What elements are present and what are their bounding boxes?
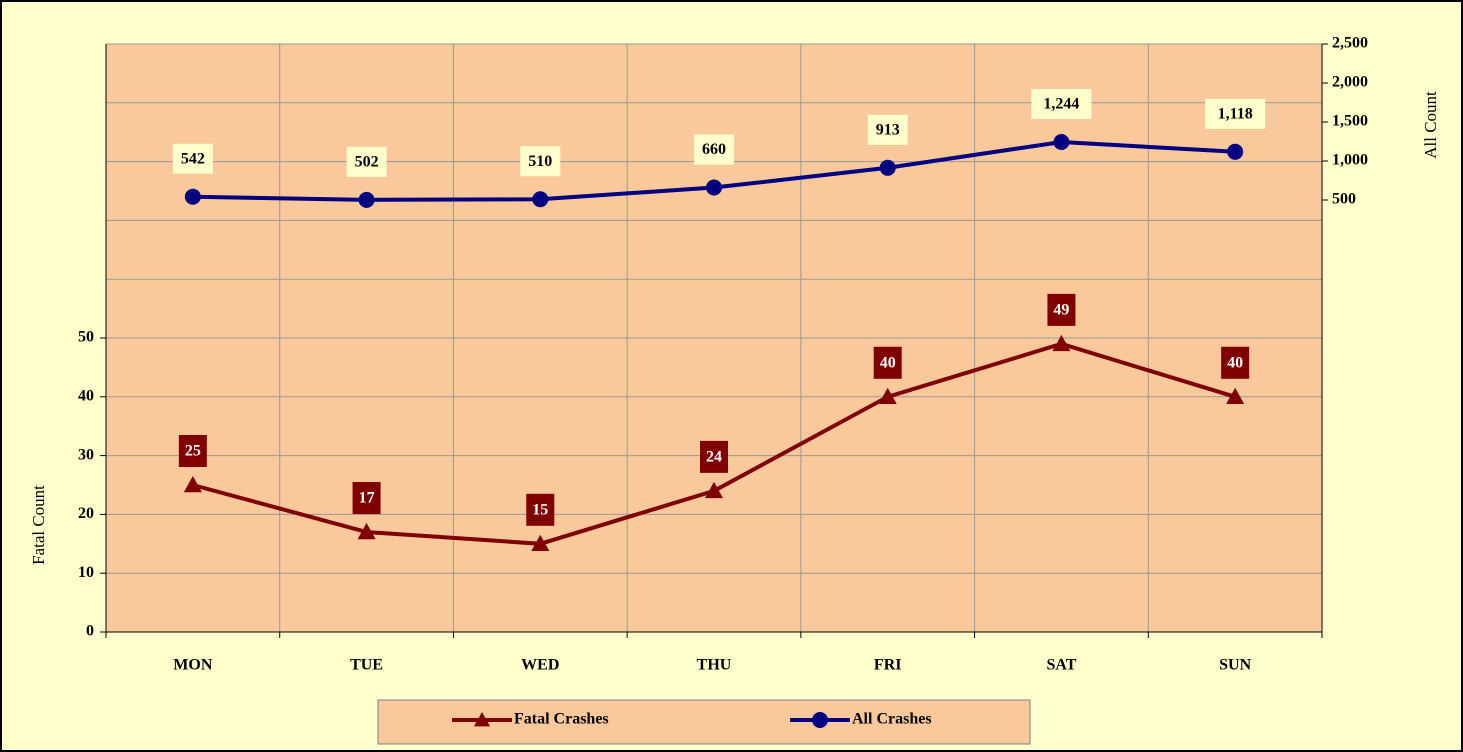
marker [1052, 334, 1071, 352]
x-tick-label: SUN [1219, 657, 1251, 674]
marker [358, 191, 375, 208]
marker [184, 188, 201, 205]
label-box [700, 440, 728, 473]
label-box [346, 146, 387, 177]
y-tick-label: 0 [86, 623, 94, 640]
marker [532, 191, 549, 208]
marker [1227, 143, 1244, 160]
y-tick-label: 10 [78, 564, 94, 581]
legend-marker [474, 712, 490, 727]
y-tick-label: 40 [78, 387, 94, 404]
y2-tick-label: 1,000 [1332, 152, 1368, 169]
y2-tick-label: 1,500 [1332, 113, 1368, 130]
data-label: 40 [880, 354, 896, 371]
data-label: 542 [181, 150, 205, 167]
data-label: 25 [185, 443, 201, 460]
marker [706, 179, 722, 196]
data-label: 17 [359, 490, 375, 507]
y2-tick-label: 2,000 [1332, 74, 1368, 91]
x-tick-label: SAT [1046, 657, 1076, 674]
label-box [867, 114, 908, 145]
data-label: 40 [1227, 354, 1243, 371]
marker [531, 534, 550, 551]
label-box [1221, 346, 1250, 379]
legend-label: Fatal Crashes [514, 711, 609, 728]
y-axis-title: Fatal Count [29, 485, 48, 565]
label-box [352, 482, 381, 515]
label-box [1031, 88, 1092, 119]
y2-axis-title: All Count [1421, 91, 1440, 159]
data-label: 913 [876, 121, 900, 138]
y2-tick-label: 500 [1332, 191, 1356, 208]
label-box [526, 493, 555, 526]
marker [705, 481, 723, 499]
label-box [1047, 293, 1076, 326]
data-label: 502 [355, 154, 379, 171]
data-label: 1,118 [1218, 105, 1253, 122]
marker [878, 387, 897, 404]
y-tick-label: 30 [78, 446, 94, 463]
x-tick-label: TUE [350, 657, 383, 674]
y-tick-label: 20 [78, 505, 94, 522]
x-tick-label: WED [521, 657, 559, 674]
x-tick-label: MON [173, 657, 213, 674]
data-label: 1,244 [1043, 96, 1079, 113]
label-box [172, 143, 213, 174]
y2-tick-label: 2,500 [1332, 35, 1368, 52]
marker [1053, 133, 1070, 150]
x-tick-label: THU [697, 657, 732, 674]
data-label: 24 [706, 449, 722, 466]
data-label: 49 [1053, 302, 1069, 319]
x-tick-label: FRI [874, 657, 902, 674]
legend-marker [812, 712, 828, 728]
label-box [694, 134, 734, 165]
label-box [520, 146, 561, 177]
data-label: 660 [702, 141, 726, 158]
label-box [873, 346, 902, 379]
label-box [178, 435, 207, 467]
data-label: 510 [528, 153, 552, 170]
label-box [1205, 98, 1266, 129]
marker [183, 476, 202, 493]
marker [357, 523, 376, 540]
data-label: 15 [532, 501, 548, 518]
marker [879, 159, 896, 176]
marker [1226, 387, 1245, 404]
legend-label: All Crashes [852, 711, 932, 728]
y-tick-label: 50 [78, 329, 94, 346]
